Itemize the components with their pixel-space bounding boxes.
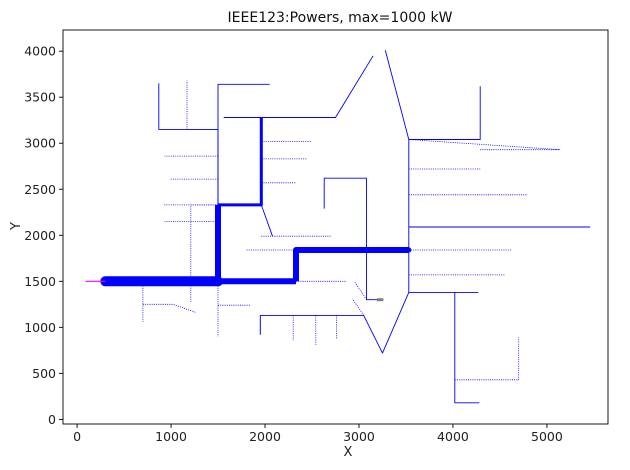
y-tick-label-5: 2500 <box>24 182 56 197</box>
lateral-line-0 <box>186 80 218 130</box>
lateral-line-29 <box>352 298 365 316</box>
plot-frame <box>62 29 609 425</box>
y-tick-label-6: 3000 <box>24 136 56 151</box>
y-axis-label: Y <box>9 222 24 231</box>
bus-node-marker <box>406 247 412 253</box>
feeder-line-8 <box>217 83 270 205</box>
feeder-line-4 <box>218 117 263 207</box>
feeder-line-9 <box>384 50 410 250</box>
y-tick-label-4: 2000 <box>24 228 56 243</box>
feeder-line-7 <box>158 83 219 205</box>
y-tick-label-3: 1500 <box>24 274 56 289</box>
feeder-line-10 <box>259 250 410 354</box>
plot-marks <box>85 50 591 404</box>
lateral-line-5 <box>190 204 218 303</box>
lateral-line-16 <box>142 303 197 313</box>
x-tick-label-4: 4000 <box>437 429 469 444</box>
lateral-line-26 <box>454 337 520 381</box>
feeder-line-12 <box>323 177 367 250</box>
x-tick-label-5: 5000 <box>531 429 563 444</box>
x-tick-label-0: 0 <box>73 429 81 444</box>
lateral-line-28 <box>353 281 367 300</box>
x-axis-label: X <box>344 445 353 460</box>
y-tick-label-1: 500 <box>32 366 56 381</box>
feeder-line-16 <box>366 250 381 301</box>
y-tick-label-2: 1000 <box>24 320 56 335</box>
feeder-line-17 <box>260 204 273 237</box>
y-tick-label-0: 0 <box>48 412 56 427</box>
x-tick-label-2: 2000 <box>249 429 281 444</box>
feeder-line-11 <box>408 291 480 404</box>
x-tick-label-1: 1000 <box>155 429 187 444</box>
feeder-line-5 <box>261 55 374 118</box>
feeder-line-13 <box>408 86 481 140</box>
lateral-line-21 <box>408 139 561 151</box>
axes: 0 1000 2000 3000 4000 5000 0 500 1000 1500 2000 250… <box>24 29 609 444</box>
y-tick-label-7: 3500 <box>24 90 56 105</box>
x-tick-label-3: 3000 <box>343 429 375 444</box>
y-tick-label-8: 4000 <box>24 44 56 59</box>
chart-title: IEEE123:Powers, max=1000 kW <box>228 10 453 26</box>
feeder-line-2 <box>293 247 409 282</box>
